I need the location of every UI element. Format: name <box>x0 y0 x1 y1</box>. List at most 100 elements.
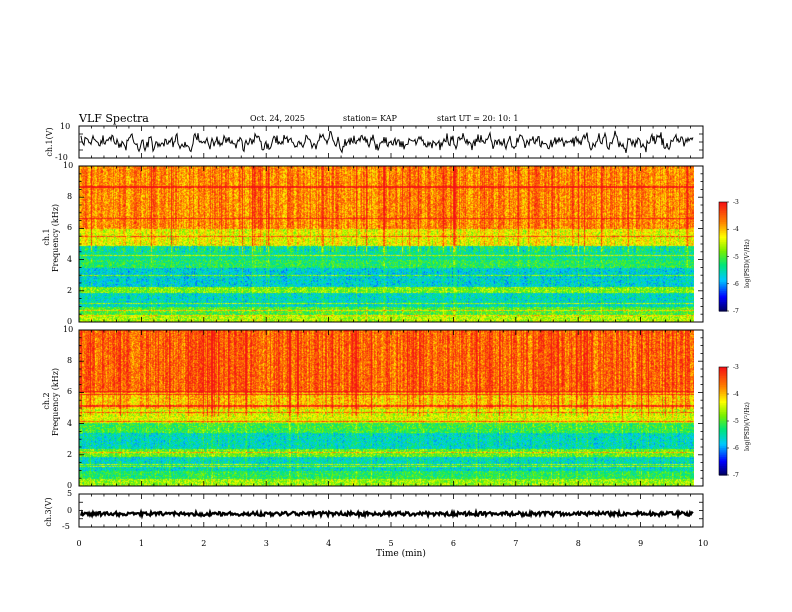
colorbar-cell <box>719 281 727 285</box>
colorbar-cell <box>719 442 727 445</box>
colorbar-cell <box>719 283 727 287</box>
ch1-spec-ylabel-1: ch.1 <box>42 228 51 246</box>
ch3-waveform-panel <box>79 507 694 520</box>
colorbar-cell <box>719 377 727 381</box>
colorbar-2-tick--4: -4 <box>733 391 739 398</box>
colorbar-cell <box>719 267 727 270</box>
spec2-ticks-tick-2: 2 <box>67 449 73 459</box>
colorbar-cell <box>719 448 727 451</box>
colorbar-cell <box>719 394 727 397</box>
colorbar-cell <box>719 231 727 234</box>
colorbar-cell <box>719 404 727 408</box>
colorbar-cell <box>719 214 727 218</box>
colorbar-cell <box>719 305 727 308</box>
colorbar-cell <box>719 209 727 212</box>
colorbar-cell <box>719 298 727 301</box>
colorbar-cell <box>719 296 727 299</box>
spec1-ticks-tick-0: 0 <box>67 317 73 326</box>
spec1-ticks-tick-10: 10 <box>63 161 74 170</box>
colorbar-cell <box>719 220 727 223</box>
colorbar-cell <box>719 469 727 472</box>
colorbar-cell <box>719 392 727 395</box>
x-tick-label-7: 7 <box>513 539 519 548</box>
colorbar-cell <box>719 412 727 415</box>
x-tick-label-3: 3 <box>263 539 269 548</box>
colorbar-cell <box>719 205 727 209</box>
colorbar-cell <box>719 466 727 469</box>
colorbar-cell <box>719 379 727 382</box>
colorbar-cell <box>719 408 727 411</box>
ch3-wave-ylabel: ch.3(V) <box>44 497 53 527</box>
colorbar-1-tick--5: -5 <box>733 253 739 261</box>
colorbar-cell <box>719 300 727 303</box>
colorbar-cell <box>719 424 727 427</box>
colorbar-cell <box>719 256 727 259</box>
colorbar-1-tick--4: -4 <box>733 226 739 234</box>
figure-title: VLF Spectra <box>79 112 149 125</box>
colorbar-cell <box>719 453 727 456</box>
colorbar-cell <box>719 276 727 279</box>
colorbar-cell <box>719 309 727 312</box>
colorbar-1-tick--6: -6 <box>733 280 739 288</box>
spec2-ticks-tick-10: 10 <box>63 325 74 334</box>
colorbar-cell <box>719 413 727 417</box>
colorbar-cell <box>719 203 727 207</box>
colorbar-cell <box>719 212 727 216</box>
colorbar-cell <box>719 292 727 296</box>
colorbar-cell <box>719 241 727 245</box>
colorbar-cell <box>719 280 727 283</box>
colorbar-cell <box>719 437 727 440</box>
g-spec2-image <box>79 330 694 486</box>
colorbar-cell <box>719 249 727 252</box>
colorbar-cell <box>719 417 727 420</box>
ch2-spec-ylabel-1: ch.2 <box>42 392 51 410</box>
colorbar-cell <box>719 421 727 424</box>
colorbar-cell <box>719 446 727 449</box>
colorbar-cell <box>719 258 727 261</box>
colorbar-cell <box>719 245 727 249</box>
colorbar-cell <box>719 225 727 229</box>
colorbar-cell <box>719 386 727 390</box>
spec2-ticks-tick-8: 8 <box>67 356 73 366</box>
colorbar-cell <box>719 368 727 372</box>
colorbar-cell <box>719 473 727 476</box>
colorbar-cell <box>719 294 727 298</box>
colorbar-cell <box>719 367 727 370</box>
colorbar-cell <box>719 223 727 227</box>
colorbar-1-tick--3: -3 <box>733 199 739 206</box>
x-tick-label-4: 4 <box>326 539 332 548</box>
colorbar-cell <box>719 464 727 467</box>
ch1-spec-ylabel-2: Frequency (kHz) <box>51 203 60 273</box>
axes-frames <box>78 125 704 528</box>
colorbar-cell <box>719 261 727 265</box>
ch1-wave-ymax: 10 <box>60 122 71 131</box>
colorbar-cell <box>719 435 727 438</box>
ch3-tick--5: -5 <box>62 522 70 531</box>
colorbar-cell <box>719 232 727 236</box>
station-label: station= KAP <box>343 114 397 123</box>
colorbar-cell <box>719 422 727 426</box>
colorbar-cell <box>719 238 727 241</box>
colorbar-cell <box>719 274 727 278</box>
spec2-ticks-tick-4: 4 <box>67 418 73 428</box>
colorbar-cell <box>719 234 727 238</box>
colorbar-1 <box>718 201 729 312</box>
colorbar-cell <box>719 455 727 458</box>
x-tick-label-5: 5 <box>388 539 394 548</box>
colorbar-cell <box>719 269 727 272</box>
colorbar-cell <box>719 426 727 429</box>
colorbar-cell <box>719 221 727 225</box>
x-tick-label-10: 10 <box>698 539 709 548</box>
colorbar-2-tick--3: -3 <box>733 364 739 371</box>
colorbar-2-label: log(PSD)(V²/Hz) <box>744 402 751 451</box>
colorbar-cell <box>719 303 727 307</box>
colorbar-cell <box>719 439 727 442</box>
colorbar-cell <box>719 458 727 462</box>
colorbar-1-label: log(PSD)(V²/Hz) <box>744 239 751 288</box>
colorbar-cell <box>719 207 727 210</box>
colorbar-cell <box>719 385 727 388</box>
colorbar-cell <box>719 285 727 288</box>
colorbar-cell <box>719 278 727 281</box>
colorbar-cell <box>719 301 727 305</box>
colorbar-cell <box>719 236 727 239</box>
